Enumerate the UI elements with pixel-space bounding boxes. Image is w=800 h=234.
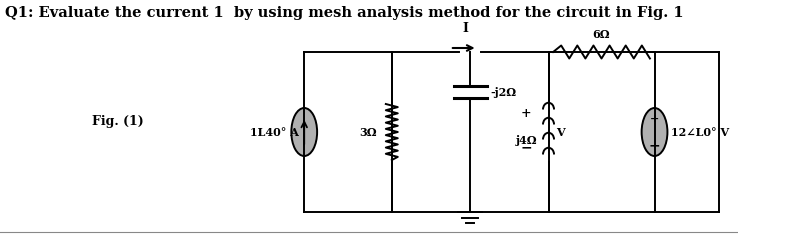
Text: 3Ω: 3Ω (359, 127, 377, 138)
Text: 12∠L0° V: 12∠L0° V (671, 127, 730, 138)
Text: 1L40° A: 1L40° A (250, 127, 298, 138)
Text: +: + (650, 113, 659, 124)
Text: Q1: Evaluate the current 1  by using mesh analysis method for the circuit in Fig: Q1: Evaluate the current 1 by using mesh… (5, 6, 683, 20)
Ellipse shape (642, 108, 667, 156)
Text: j4Ω: j4Ω (516, 135, 538, 146)
Text: +: + (521, 107, 532, 120)
Text: −: − (521, 140, 532, 154)
Text: −: − (649, 138, 660, 152)
Text: 6Ω: 6Ω (593, 29, 610, 40)
Text: -j2Ω: -j2Ω (490, 87, 517, 98)
Text: V: V (556, 127, 565, 138)
Ellipse shape (291, 108, 317, 156)
Text: Fig. (1): Fig. (1) (92, 116, 144, 128)
Text: I: I (462, 22, 469, 35)
